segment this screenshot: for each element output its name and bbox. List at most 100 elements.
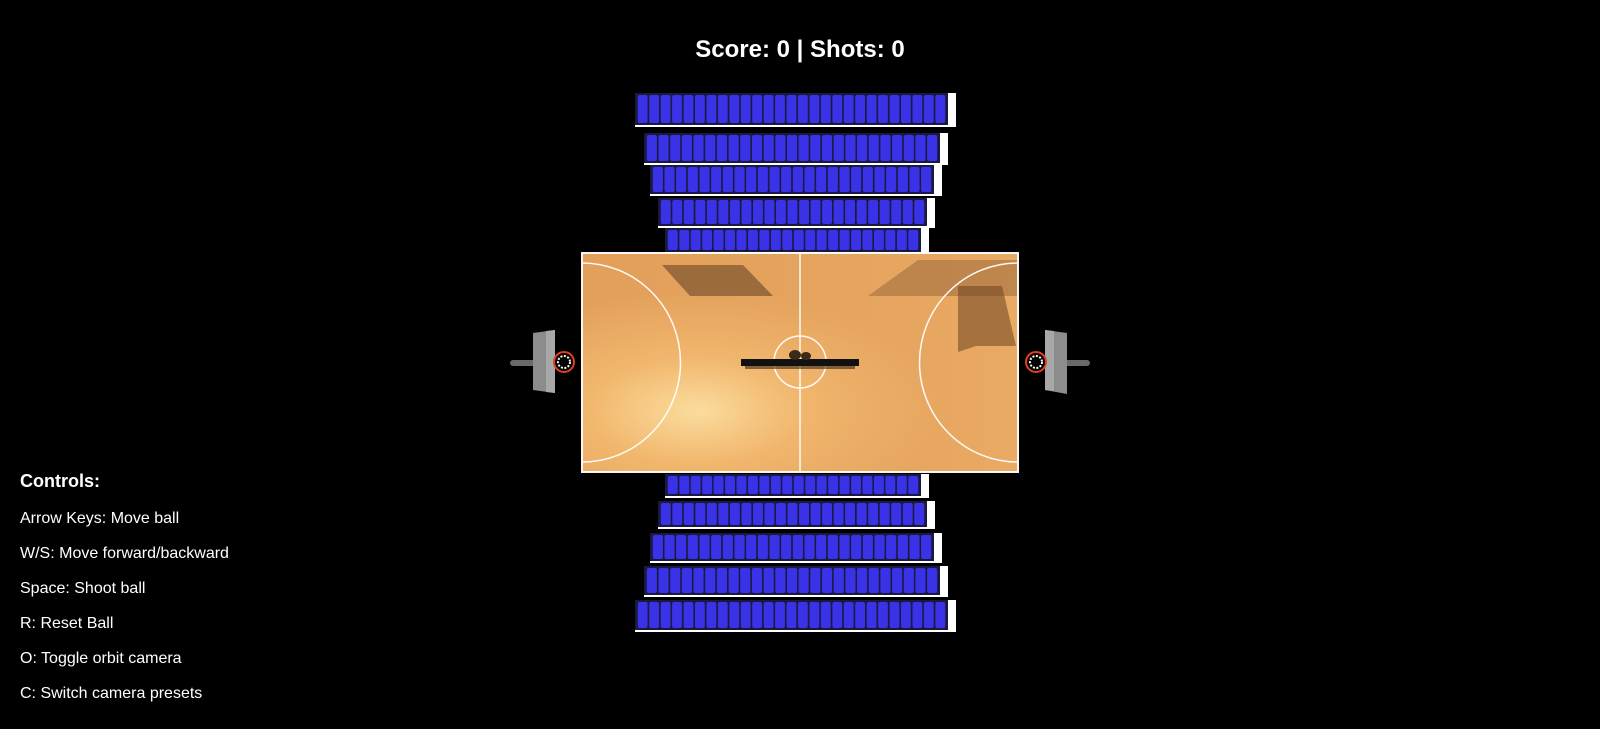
- seat: [769, 167, 780, 192]
- seat: [879, 503, 890, 525]
- seat: [886, 535, 897, 559]
- seat: [822, 200, 832, 224]
- seat: [706, 503, 717, 525]
- seat: [734, 167, 745, 192]
- seat: [690, 476, 701, 494]
- seat: [816, 230, 827, 250]
- seat: [646, 135, 657, 161]
- seat: [804, 535, 815, 559]
- seat: [776, 503, 786, 525]
- seat: [851, 535, 862, 559]
- seat: [798, 602, 808, 628]
- seat: [781, 535, 792, 559]
- seat: [822, 503, 832, 525]
- seat: [856, 503, 867, 525]
- control-hint-camera-presets: C: Switch camera presets: [20, 685, 203, 702]
- seat: [670, 135, 681, 161]
- seat: [874, 476, 884, 494]
- seat: [658, 135, 669, 161]
- seat: [832, 95, 843, 123]
- seat: [699, 535, 710, 559]
- seat: [902, 503, 913, 525]
- seat: [878, 602, 888, 628]
- seat: [909, 167, 920, 192]
- seat: [728, 568, 739, 593]
- seat: [664, 167, 675, 192]
- control-hint-shoot: Space: Shoot ball: [20, 580, 146, 597]
- seat: [711, 167, 722, 192]
- seat: [741, 200, 752, 224]
- seat: [664, 535, 675, 559]
- seat: [763, 135, 774, 161]
- seat: [734, 535, 745, 559]
- seat: [718, 503, 729, 525]
- seat: [740, 568, 751, 593]
- seat: [683, 503, 694, 525]
- seat: [874, 230, 884, 250]
- seat: [909, 535, 920, 559]
- seat: [787, 200, 798, 224]
- seat: [769, 535, 780, 559]
- score-display: Score: 0 | Shots: 0: [695, 36, 905, 63]
- stand-row-top-5: [665, 228, 929, 254]
- seat: [729, 602, 740, 628]
- seat: [751, 568, 762, 593]
- seat: [809, 95, 820, 123]
- stand-row-bottom-4: [644, 566, 948, 597]
- seat: [810, 135, 821, 161]
- seat: [775, 602, 785, 628]
- stand-row-top-3: [650, 165, 942, 196]
- seat: [921, 535, 932, 559]
- seat: [868, 135, 879, 161]
- seat: [891, 503, 902, 525]
- seat: [748, 230, 758, 250]
- seat: [839, 476, 850, 494]
- seat: [753, 503, 763, 525]
- seat: [681, 135, 692, 161]
- seat: [718, 200, 729, 224]
- seat: [690, 230, 701, 250]
- seat: [915, 135, 926, 161]
- seat: [667, 476, 678, 494]
- seat: [725, 230, 735, 250]
- seat: [923, 602, 934, 628]
- seat: [757, 535, 768, 559]
- seat: [681, 568, 692, 593]
- seat: [827, 167, 838, 192]
- seat: [775, 135, 786, 161]
- seat: [816, 535, 827, 559]
- seat: [886, 167, 897, 192]
- seat: [637, 602, 648, 628]
- seat: [759, 230, 770, 250]
- stand-row-top-2: [644, 133, 948, 165]
- seat: [699, 167, 710, 192]
- seat: [897, 167, 908, 192]
- seat: [914, 200, 925, 224]
- seat: [902, 200, 913, 224]
- seat: [792, 535, 803, 559]
- seat: [748, 476, 758, 494]
- seat: [693, 568, 704, 593]
- stand-row-top-1: [635, 93, 956, 127]
- stand-row-bottom-1: [665, 474, 929, 498]
- seat: [856, 200, 867, 224]
- seat: [923, 95, 934, 123]
- seat: [862, 476, 873, 494]
- seat: [695, 602, 705, 628]
- seat: [717, 95, 728, 123]
- hoop-left: [510, 330, 575, 393]
- seat: [717, 602, 728, 628]
- seat: [706, 200, 717, 224]
- seat: [716, 135, 727, 161]
- seat: [885, 230, 896, 250]
- seat: [935, 602, 946, 628]
- seat: [892, 568, 903, 593]
- seat: [729, 200, 740, 224]
- seat: [908, 476, 919, 494]
- seat: [740, 602, 751, 628]
- seat: [759, 476, 770, 494]
- seat: [667, 230, 678, 250]
- seat: [843, 602, 854, 628]
